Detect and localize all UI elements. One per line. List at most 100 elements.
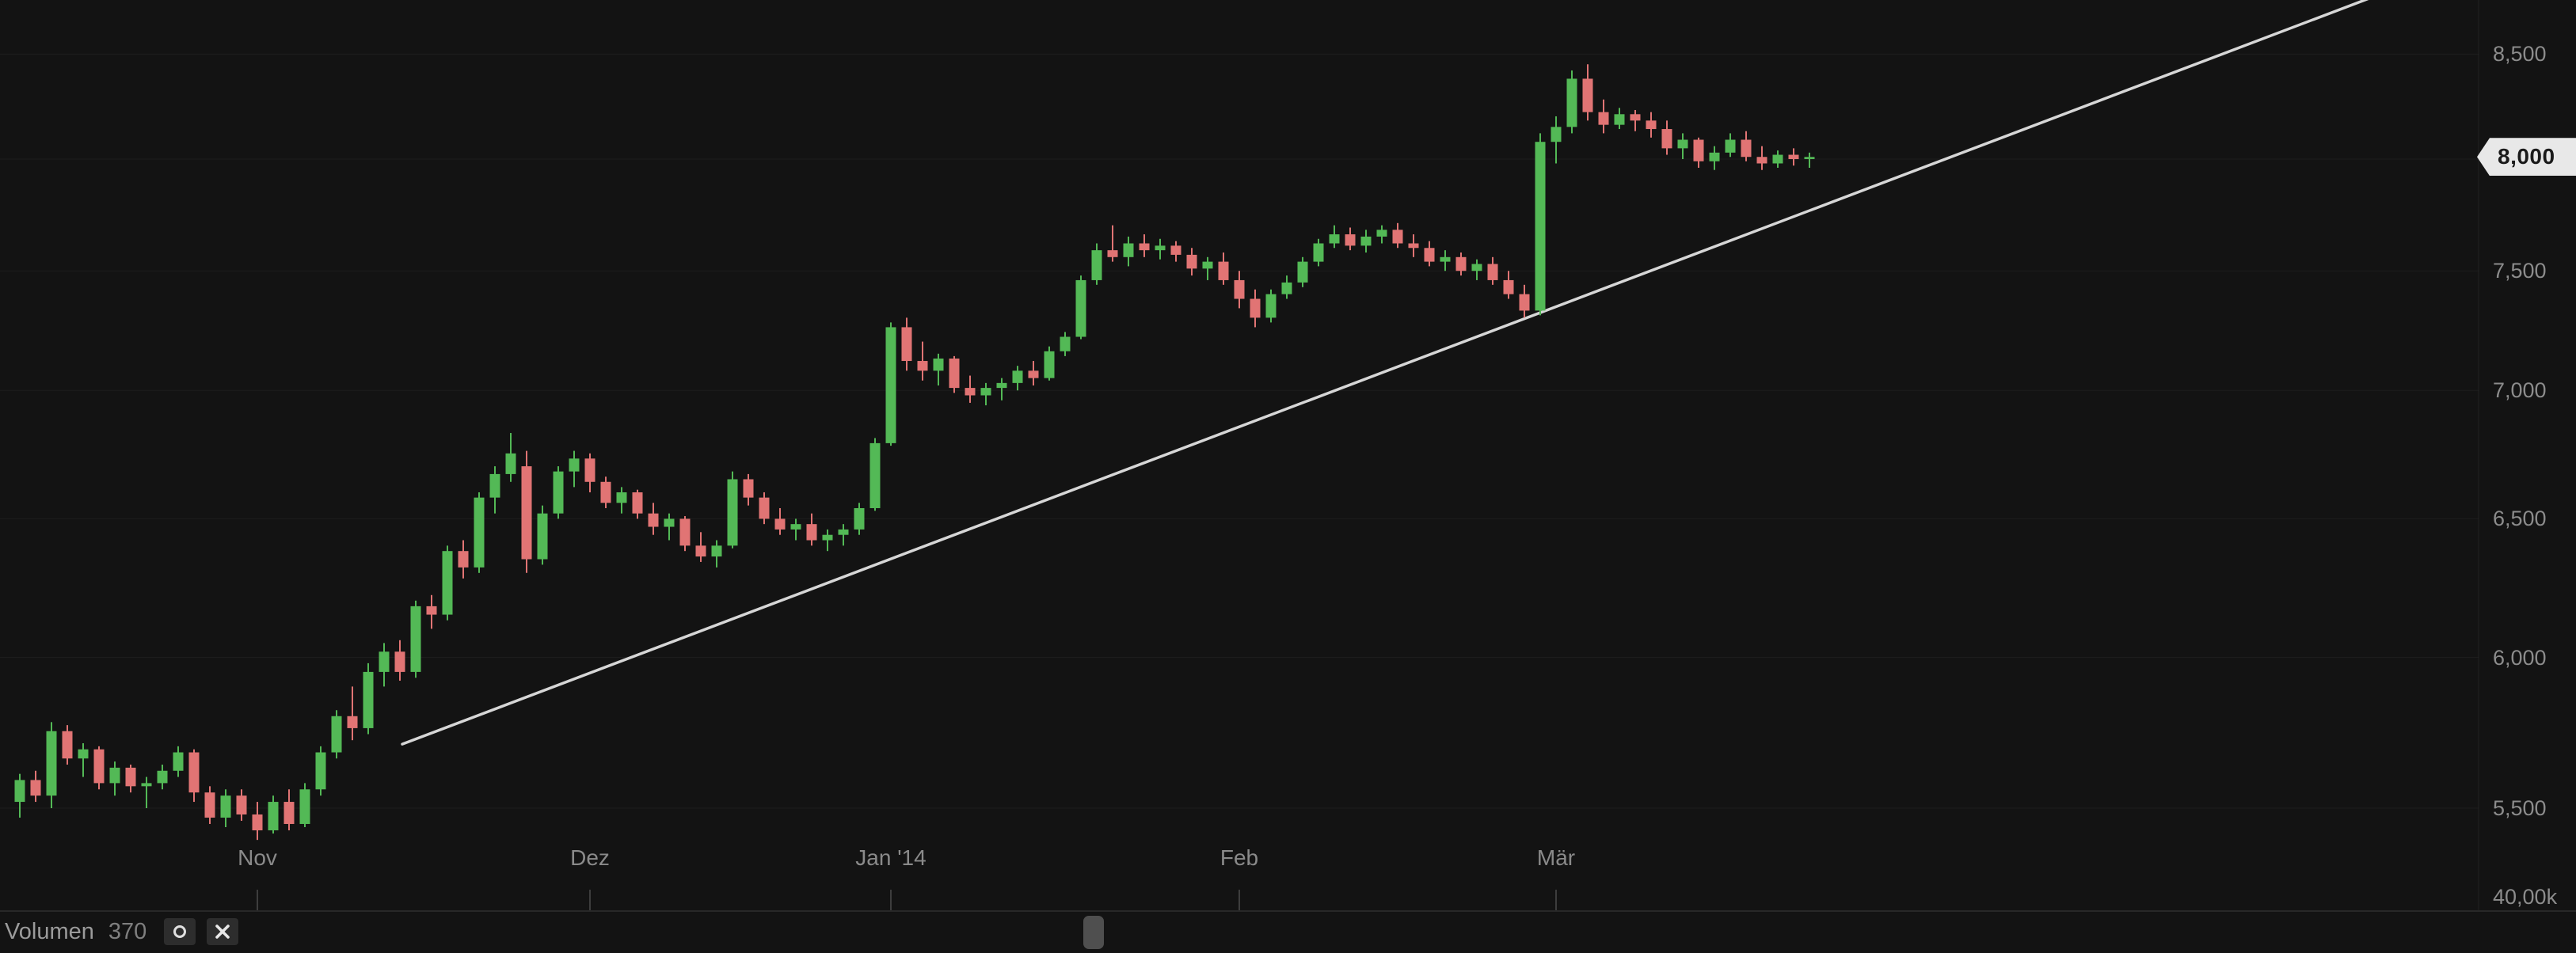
candle-up [1329,234,1340,244]
candle-down [1107,250,1118,257]
eye-icon [173,925,187,938]
candle-down [62,731,73,759]
candle-up [569,458,580,472]
candle-up [1044,351,1055,378]
candle-up [489,473,500,498]
candle-up [315,752,326,790]
candle-down [283,802,295,824]
last-price-tag: 8,000 [2477,138,2576,177]
candle-down [1756,157,1767,164]
candle-down [1028,370,1039,378]
candle-up [1075,279,1086,337]
candle-up [78,749,89,759]
candle-down [125,767,136,787]
candle-down [236,795,247,814]
candle-up [885,327,896,443]
candle-down [1741,139,1752,158]
candle-up [1060,336,1071,351]
candle-up [664,518,675,527]
candle-up [980,388,991,396]
candle-down [30,780,41,796]
candle-up [1281,282,1292,294]
candle-down [679,518,691,546]
candle-down [1582,78,1593,112]
candle-down [252,814,263,831]
candle-down [1186,254,1197,269]
candle-up [822,534,833,541]
candle-up [505,453,516,474]
candle-up [220,795,231,818]
candle-down [759,497,770,519]
candle-down [347,716,358,728]
price-axis-label: 5,500 [2493,796,2547,820]
price-axis-label: 6,000 [2493,645,2547,670]
candle-up [996,382,1007,389]
remove-indicator-button[interactable] [207,918,239,945]
candle-down [394,651,405,672]
candle-up [1677,139,1688,149]
candle-down [204,792,215,818]
volume-legend-label: Volumen [5,918,94,944]
price-axis-label: 7,500 [2493,259,2547,283]
candle-down [188,752,200,793]
candle-up [1313,243,1324,262]
volume-legend-value: 370 [108,918,147,944]
candle-up [727,479,738,546]
candle-down [695,545,706,557]
candle-up [268,802,279,831]
candle-down [1424,248,1435,262]
candle-down [901,327,912,362]
candle-down [521,466,532,560]
candle-up [1551,127,1562,142]
candle-up [1725,139,1736,153]
candle-up [141,783,152,787]
candle-down [774,518,786,530]
candle-up [410,606,421,672]
candle-down [1519,294,1530,311]
price-axis-label: 7,000 [2493,378,2547,403]
candle-up [173,752,184,771]
trendline[interactable] [401,0,2369,746]
candle-up [1709,152,1720,161]
candle-down [426,606,437,615]
candle-down [1455,256,1467,271]
candle-up [1471,264,1482,271]
pane-resize-handle[interactable] [1083,916,1104,949]
candle-down [1139,243,1150,251]
candle-down [1630,114,1641,121]
candle-up [790,524,801,530]
candle-up [474,497,485,568]
candle-down [1345,234,1356,246]
candle-up [1123,243,1134,257]
candle-down [1170,245,1181,255]
candle-up [379,651,390,672]
candle-up [869,442,881,508]
candle-down [1598,112,1609,125]
candle-down [917,361,928,371]
candle-down [1250,298,1261,318]
candle-up [854,507,865,530]
candle-up [1440,256,1451,262]
volume-indicator-legend: Volumen 370 [5,915,239,948]
volume-axis-label: 40,00k [2493,885,2558,909]
candle-down [1503,279,1514,294]
candle-down [458,551,469,568]
candle-up [157,770,168,784]
visibility-toggle-button[interactable] [164,918,196,945]
candle-down [1392,230,1403,244]
candle-down [965,388,976,396]
candle-down [1788,154,1799,159]
candle-up [1535,142,1546,311]
candle-down [1487,264,1498,280]
candle-down [93,749,105,784]
candle-up [1012,370,1023,383]
candle-up [1614,114,1625,125]
pane-separator[interactable] [0,910,2576,912]
candle-up [331,716,342,753]
candle-up [46,731,57,796]
candle-up [1376,230,1387,237]
candle-up [711,545,722,557]
candle-up [1804,157,1815,159]
